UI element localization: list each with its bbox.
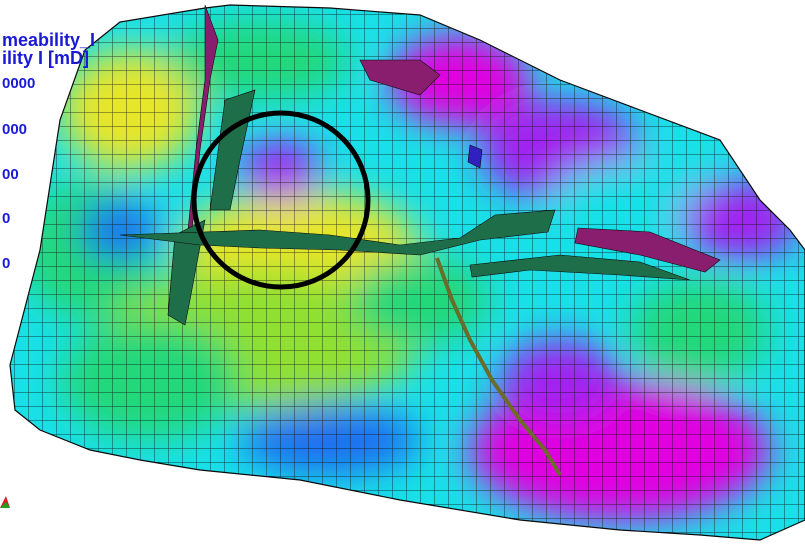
fault-surface (467, 144, 483, 169)
fault-surface (119, 209, 556, 256)
fault-surface (359, 59, 441, 96)
fault-surface (574, 227, 721, 273)
legend-tick-5: 0 (2, 255, 11, 272)
legend-tick-1: 0000 (2, 75, 36, 92)
fault-surface (167, 219, 206, 326)
legend-title-line2: ility I [mD] (2, 48, 90, 68)
axis-triad-icon (0, 496, 10, 508)
fault-surface (469, 254, 691, 281)
legend-tick-4: 0 (2, 210, 11, 227)
well-trajectory (435, 257, 562, 477)
legend-title-line1: meability_I (2, 30, 96, 50)
highlight-circle (191, 110, 371, 290)
color-legend: meability_I ility I [mD] 0000 000 00 0 0 (0, 26, 130, 286)
grid-outline (9, 4, 805, 541)
legend-tick-3: 00 (2, 166, 19, 183)
legend-tick-2: 000 (2, 121, 28, 138)
